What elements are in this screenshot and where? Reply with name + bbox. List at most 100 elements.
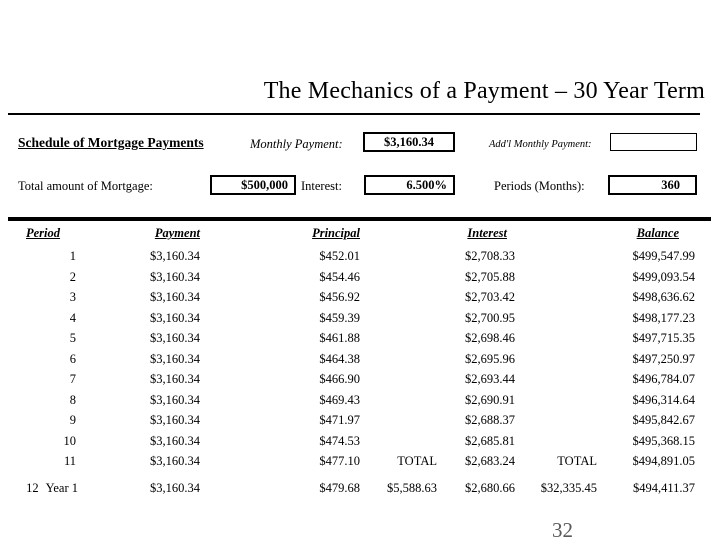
cell-principal-total xyxy=(360,328,437,349)
cell-principal-total: $5,588.63 xyxy=(387,481,437,495)
header-interest: Interest xyxy=(467,226,507,240)
cell-period: 1 xyxy=(69,249,76,263)
cell-principal-total xyxy=(360,246,437,267)
cell-interest-total: $32,335.45 xyxy=(540,481,597,495)
cell-interest-total xyxy=(515,246,597,267)
cell-interest: $2,685.81 xyxy=(465,433,515,448)
table-row: 12 Year 1 $3,160.34 $479.68 $5,588.63 $2,680.… xyxy=(0,478,695,499)
cell-period: 8 xyxy=(69,392,76,407)
addl-monthly-payment-label: Add'l Monthly Payment: xyxy=(489,139,592,150)
period-suffix: Year 1 xyxy=(45,481,78,495)
cell-payment: $3,160.34 xyxy=(150,351,200,366)
interest-field[interactable]: 6.500% xyxy=(364,175,455,195)
cell-principal-total xyxy=(360,349,437,370)
cell-interest-total xyxy=(515,328,597,349)
cell-payment: $3,160.34 xyxy=(150,331,200,345)
cell-period: 5 xyxy=(69,331,76,345)
cell-principal-total xyxy=(360,369,437,390)
cell-principal: $469.43 xyxy=(319,392,360,407)
cell-balance: $495,368.15 xyxy=(632,433,696,448)
table-row: 11 $3,160.34 $477.10 TOTAL $2,683.24 TOTAL $49… xyxy=(0,451,695,472)
cell-interest-total xyxy=(515,410,597,431)
cell-period: 3 xyxy=(69,290,76,304)
cell-payment: $3,160.34 xyxy=(150,392,200,407)
monthly-payment-label: Monthly Payment: xyxy=(250,137,343,151)
table-row: 6 $3,160.34 $464.38 $2,695.96 $497,250.97 xyxy=(0,349,695,370)
monthly-payment-field[interactable]: $3,160.34 xyxy=(363,132,455,152)
periods-field[interactable]: 360 xyxy=(608,175,697,195)
amortization-table: Period Payment Principal Interest Balanc… xyxy=(0,223,695,499)
cell-payment: $3,160.34 xyxy=(150,269,200,284)
table-header-row: Period Payment Principal Interest Balanc… xyxy=(0,223,695,246)
header-balance: Balance xyxy=(636,226,679,240)
cell-balance: $499,093.54 xyxy=(632,269,696,284)
cell-principal-total xyxy=(360,267,437,288)
table-row: 7 $3,160.34 $466.90 $2,693.44 $496,784.07 xyxy=(0,369,695,390)
cell-principal: $452.01 xyxy=(319,249,360,263)
addl-monthly-payment-field[interactable] xyxy=(610,133,697,151)
cell-principal: $461.88 xyxy=(319,331,360,345)
cell-interest: $2,708.33 xyxy=(465,249,515,263)
cell-interest: $2,688.37 xyxy=(465,413,515,427)
cell-balance: $494,891.05 xyxy=(632,454,696,468)
cell-period: 4 xyxy=(69,310,76,325)
cell-interest-total xyxy=(515,308,597,329)
cell-principal-total xyxy=(360,431,437,452)
cell-interest-total xyxy=(515,287,597,308)
table-row: 5 $3,160.34 $461.88 $2,698.46 $497,715.35 xyxy=(0,328,695,349)
cell-interest: $2,680.66 xyxy=(465,481,515,495)
cell-interest-total xyxy=(515,431,597,452)
cell-payment: $3,160.34 xyxy=(150,372,200,386)
cell-payment: $3,160.34 xyxy=(150,433,200,448)
header-payment: Payment xyxy=(154,226,200,240)
cell-interest-total xyxy=(515,349,597,370)
cell-interest: $2,693.44 xyxy=(465,372,515,386)
cell-principal: $459.39 xyxy=(319,310,360,325)
cell-period: 2 xyxy=(69,269,76,284)
cell-balance: $495,842.67 xyxy=(632,413,696,427)
cell-balance: $499,547.99 xyxy=(632,249,696,263)
cell-payment: $3,160.34 xyxy=(150,249,200,263)
cell-balance: $496,784.07 xyxy=(632,372,696,386)
table-row: 3 $3,160.34 $456.92 $2,703.42 $498,636.62 xyxy=(0,287,695,308)
slide-title: The Mechanics of a Payment – 30 Year Ter… xyxy=(263,78,705,104)
cell-balance: $498,636.62 xyxy=(632,290,696,304)
cell-interest: $2,703.42 xyxy=(465,290,515,304)
cell-interest-total xyxy=(515,267,597,288)
table-row: 8 $3,160.34 $469.43 $2,690.91 $496,314.64 xyxy=(0,390,695,411)
table-row: 1 $3,160.34 $452.01 $2,708.33 $499,547.99 xyxy=(0,246,695,267)
cell-interest: $2,705.88 xyxy=(465,269,515,284)
cell-payment: $3,160.34 xyxy=(150,413,200,427)
total-mortgage-field[interactable]: $500,000 xyxy=(210,175,296,195)
table-row: 2 $3,160.34 $454.46 $2,705.88 $499,093.54 xyxy=(0,267,695,288)
cell-balance: $498,177.23 xyxy=(632,310,696,325)
cell-principal: $477.10 xyxy=(319,454,360,468)
schedule-heading: Schedule of Mortgage Payments xyxy=(18,135,204,150)
cell-principal: $474.53 xyxy=(319,433,360,448)
cell-payment: $3,160.34 xyxy=(150,454,200,468)
cell-period: 10 xyxy=(63,433,77,448)
table-row: 10 $3,160.34 $474.53 $2,685.81 $495,368.15 xyxy=(0,431,696,452)
table-row: 4 $3,160.34 $459.39 $2,700.95 $498,177.23 xyxy=(0,308,695,329)
cell-principal: $456.92 xyxy=(319,290,360,304)
cell-balance: $494,411.37 xyxy=(632,481,695,495)
table-top-rule xyxy=(8,217,711,221)
cell-principal-total xyxy=(360,287,437,308)
cell-interest-total: TOTAL xyxy=(557,454,597,468)
cell-interest: $2,695.96 xyxy=(465,351,515,366)
cell-principal-total xyxy=(360,390,437,411)
cell-principal: $466.90 xyxy=(319,372,360,386)
cell-period: 12 Year 1 xyxy=(0,478,78,499)
cell-principal: $479.68 xyxy=(319,481,360,495)
cell-period: 11 xyxy=(63,454,76,468)
cell-principal-total xyxy=(360,308,437,329)
cell-interest: $2,690.91 xyxy=(465,392,515,407)
header-period: Period xyxy=(26,226,61,240)
cell-interest: $2,683.24 xyxy=(465,454,515,468)
cell-payment: $3,160.34 xyxy=(150,310,200,325)
cell-period: 7 xyxy=(69,372,76,386)
total-mortgage-label: Total amount of Mortgage: xyxy=(18,179,153,193)
cell-period: 9 xyxy=(69,413,76,427)
cell-payment: $3,160.34 xyxy=(150,290,200,304)
cell-principal: $464.38 xyxy=(319,351,360,366)
